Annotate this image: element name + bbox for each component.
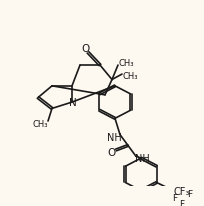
Text: F: F (172, 194, 177, 203)
Text: F: F (187, 190, 192, 199)
Text: O: O (82, 44, 90, 54)
Text: CH₃: CH₃ (122, 72, 138, 81)
Text: NH: NH (135, 154, 149, 164)
Text: CF₃: CF₃ (173, 187, 190, 197)
Text: NH: NH (107, 133, 121, 143)
Text: F: F (179, 200, 184, 206)
Text: O: O (107, 148, 115, 158)
Text: N: N (69, 98, 77, 108)
Text: CH₃: CH₃ (32, 120, 48, 129)
Text: CH₃: CH₃ (118, 59, 134, 68)
